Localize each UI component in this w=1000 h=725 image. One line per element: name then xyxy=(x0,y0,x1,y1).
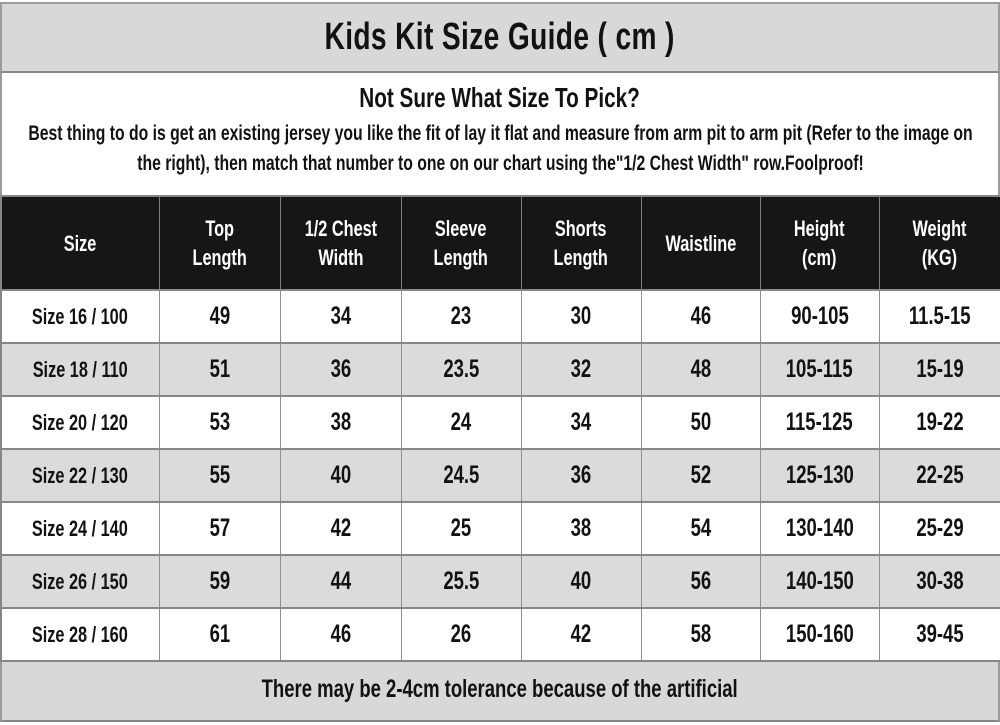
cell-waistline: 54 xyxy=(640,502,761,555)
intro-section: Not Sure What Size To Pick? Best thing t… xyxy=(0,73,1000,195)
cell-weight: 19-22 xyxy=(878,396,1000,449)
cell-top-length: 61 xyxy=(158,608,281,661)
col-header-size: Size xyxy=(0,195,160,291)
size-table-header: Size Top Length 1/2 Chest Width Sleeve Leng… xyxy=(0,195,1000,291)
cell-height: 90-105 xyxy=(759,290,880,343)
table-row-size-24: Size 24 / 140 57 42 25 38 54 130-140 25-… xyxy=(0,502,1000,555)
size-table-body: Size 16 / 100 49 34 23 30 46 90-105 11.5… xyxy=(0,290,1000,661)
table-row-size-18: Size 18 / 110 51 36 23.5 32 48 105-115 1… xyxy=(0,343,1000,396)
cell-sleeve-length: 23 xyxy=(400,290,522,343)
cell-half-chest: 46 xyxy=(279,608,402,661)
cell-size: Size 26 / 150 xyxy=(0,555,160,608)
cell-size: Size 16 / 100 xyxy=(0,290,160,343)
col-header-half-chest-width: 1/2 Chest Width xyxy=(279,195,402,291)
col-header-height: Height (cm) xyxy=(759,195,880,291)
cell-size: Size 24 / 140 xyxy=(0,502,160,555)
cell-height: 130-140 xyxy=(759,502,880,555)
cell-shorts-length: 30 xyxy=(520,290,642,343)
cell-height: 150-160 xyxy=(759,608,880,661)
header-row: Size Top Length 1/2 Chest Width Sleeve Leng… xyxy=(0,195,1000,291)
cell-shorts-length: 34 xyxy=(520,396,642,449)
cell-sleeve-length: 25.5 xyxy=(400,555,522,608)
cell-half-chest: 40 xyxy=(279,449,402,502)
col-header-waistline: Waistline xyxy=(640,195,761,291)
cell-size: Size 20 / 120 xyxy=(0,396,160,449)
col-header-shorts-length: Shorts Length xyxy=(520,195,642,291)
cell-size: Size 22 / 130 xyxy=(0,449,160,502)
cell-weight: 15-19 xyxy=(878,343,1000,396)
cell-sleeve-length: 25 xyxy=(400,502,522,555)
cell-shorts-length: 32 xyxy=(520,343,642,396)
cell-weight: 22-25 xyxy=(878,449,1000,502)
cell-top-length: 59 xyxy=(158,555,281,608)
cell-half-chest: 38 xyxy=(279,396,402,449)
cell-height: 140-150 xyxy=(759,555,880,608)
cell-shorts-length: 42 xyxy=(520,608,642,661)
table-row-size-26: Size 26 / 150 59 44 25.5 40 56 140-150 3… xyxy=(0,555,1000,608)
cell-waistline: 46 xyxy=(640,290,761,343)
cell-waistline: 50 xyxy=(640,396,761,449)
title-bar: Kids Kit Size Guide ( cm ) xyxy=(0,2,1000,73)
cell-height: 105-115 xyxy=(759,343,880,396)
cell-weight: 11.5-15 xyxy=(878,290,1000,343)
intro-heading-row: Not Sure What Size To Pick? xyxy=(2,82,998,114)
cell-sleeve-length: 24 xyxy=(400,396,522,449)
cell-weight: 39-45 xyxy=(878,608,1000,661)
intro-heading: Not Sure What Size To Pick? xyxy=(359,82,641,113)
col-header-sleeve-length: Sleeve Length xyxy=(400,195,522,291)
cell-shorts-length: 38 xyxy=(520,502,642,555)
cell-shorts-length: 40 xyxy=(520,555,642,608)
col-header-weight: Weight (KG) xyxy=(878,195,1000,291)
cell-waistline: 56 xyxy=(640,555,761,608)
table-row-size-20: Size 20 / 120 53 38 24 34 50 115-125 19-… xyxy=(0,396,1000,449)
cell-waistline: 48 xyxy=(640,343,761,396)
cell-top-length: 53 xyxy=(158,396,281,449)
table-row-size-16: Size 16 / 100 49 34 23 30 46 90-105 11.5… xyxy=(0,290,1000,343)
cell-height: 125-130 xyxy=(759,449,880,502)
cell-weight: 30-38 xyxy=(878,555,1000,608)
size-table: Size Top Length 1/2 Chest Width Sleeve Leng… xyxy=(0,195,1000,662)
cell-weight: 25-29 xyxy=(878,502,1000,555)
tolerance-note: There may be 2-4cm tolerance because of … xyxy=(0,662,1000,722)
cell-top-length: 55 xyxy=(158,449,281,502)
page-title: Kids Kit Size Guide ( cm ) xyxy=(324,16,676,58)
cell-height: 115-125 xyxy=(759,396,880,449)
table-row-size-28: Size 28 / 160 61 46 26 42 58 150-160 39-… xyxy=(0,608,1000,661)
cell-half-chest: 42 xyxy=(279,502,402,555)
cell-half-chest: 44 xyxy=(279,555,402,608)
cell-waistline: 58 xyxy=(640,608,761,661)
cell-shorts-length: 36 xyxy=(520,449,642,502)
cell-size: Size 18 / 110 xyxy=(0,343,160,396)
cell-sleeve-length: 24.5 xyxy=(400,449,522,502)
cell-top-length: 57 xyxy=(158,502,281,555)
cell-size: Size 28 / 160 xyxy=(0,608,160,661)
col-header-top-length: Top Length xyxy=(158,195,281,291)
cell-half-chest: 36 xyxy=(279,343,402,396)
cell-sleeve-length: 26 xyxy=(400,608,522,661)
intro-body: Best thing to do is get an existing jers… xyxy=(28,122,973,175)
cell-half-chest: 34 xyxy=(279,290,402,343)
cell-top-length: 51 xyxy=(158,343,281,396)
cell-sleeve-length: 23.5 xyxy=(400,343,522,396)
tolerance-note-text: There may be 2-4cm tolerance because of … xyxy=(261,675,739,703)
cell-waistline: 52 xyxy=(640,449,761,502)
table-row-size-22: Size 22 / 130 55 40 24.5 36 52 125-130 2… xyxy=(0,449,1000,502)
cell-top-length: 49 xyxy=(158,290,281,343)
